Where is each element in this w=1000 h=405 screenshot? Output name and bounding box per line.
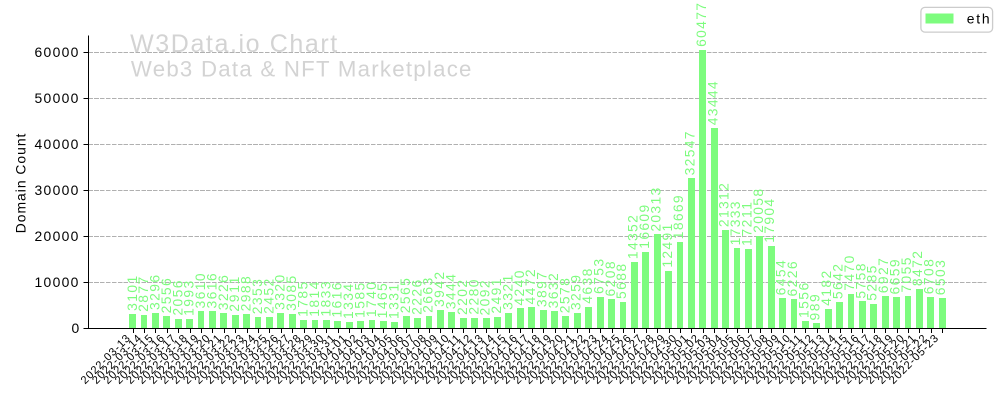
svg-text:2226: 2226 [408, 279, 424, 314]
svg-text:30000: 30000 [35, 182, 79, 198]
svg-text:1785: 1785 [295, 282, 311, 317]
svg-text:10000: 10000 [35, 274, 79, 290]
svg-text:17904: 17904 [761, 199, 777, 243]
svg-text:2353: 2353 [249, 279, 265, 314]
svg-text:2491: 2491 [488, 278, 504, 313]
svg-text:1616: 1616 [329, 282, 345, 317]
svg-text:2202: 2202 [454, 280, 470, 315]
svg-text:3101: 3101 [124, 275, 140, 310]
svg-text:6659: 6659 [886, 259, 902, 294]
svg-text:1556: 1556 [795, 283, 811, 318]
svg-text:1465: 1465 [374, 283, 390, 318]
svg-text:0: 0 [72, 320, 80, 336]
svg-text:Web3 Data & NFT Marketplace: Web3 Data & NFT Marketplace [131, 57, 472, 82]
svg-text:2988: 2988 [238, 276, 254, 311]
svg-text:2092: 2092 [477, 280, 493, 315]
svg-text:7470: 7470 [841, 255, 857, 290]
svg-text:8472: 8472 [909, 251, 925, 286]
svg-text:1814: 1814 [306, 281, 322, 316]
svg-text:5642: 5642 [830, 264, 846, 299]
svg-text:3259: 3259 [568, 275, 584, 310]
svg-text:3616: 3616 [203, 273, 219, 308]
svg-text:3610: 3610 [192, 273, 208, 308]
svg-text:32547: 32547 [682, 131, 698, 175]
svg-text:2556: 2556 [158, 278, 174, 313]
svg-text:6927: 6927 [875, 258, 891, 293]
svg-text:eth: eth [967, 10, 990, 26]
svg-text:5688: 5688 [613, 264, 629, 299]
svg-text:21312: 21312 [716, 183, 732, 227]
svg-text:3897: 3897 [534, 272, 550, 307]
svg-text:2578: 2578 [556, 278, 572, 313]
svg-text:989: 989 [807, 294, 823, 321]
svg-text:3226: 3226 [215, 275, 231, 310]
svg-text:2056: 2056 [169, 280, 185, 315]
svg-text:14352: 14352 [625, 215, 641, 259]
svg-text:2452: 2452 [260, 278, 276, 313]
svg-text:5758: 5758 [852, 263, 868, 298]
svg-text:1334: 1334 [340, 284, 356, 319]
svg-text:43444: 43444 [704, 81, 720, 125]
svg-text:2565: 2565 [397, 278, 413, 313]
svg-text:18669: 18669 [670, 195, 686, 239]
svg-text:5285: 5285 [864, 265, 880, 300]
svg-text:3321: 3321 [499, 274, 515, 309]
svg-text:3942: 3942 [431, 272, 447, 307]
svg-text:6226: 6226 [784, 261, 800, 296]
svg-text:2663: 2663 [420, 277, 436, 312]
svg-text:4472: 4472 [522, 269, 538, 304]
svg-text:20058: 20058 [750, 189, 766, 233]
svg-text:6454: 6454 [773, 260, 789, 295]
svg-text:3085: 3085 [283, 276, 299, 311]
svg-text:20313: 20313 [647, 187, 663, 231]
svg-text:20000: 20000 [35, 228, 79, 244]
svg-text:4182: 4182 [818, 270, 834, 305]
svg-text:1331: 1331 [386, 284, 402, 319]
svg-text:6708: 6708 [921, 259, 937, 294]
svg-text:17211: 17211 [738, 202, 754, 246]
svg-text:3296: 3296 [147, 275, 163, 310]
svg-text:Domain Count: Domain Count [12, 133, 28, 233]
svg-text:1740: 1740 [363, 282, 379, 317]
svg-text:6503: 6503 [932, 260, 948, 295]
svg-text:16609: 16609 [636, 205, 652, 249]
svg-text:1993: 1993 [181, 281, 197, 316]
svg-text:3444: 3444 [442, 274, 458, 309]
svg-text:4638: 4638 [579, 268, 595, 303]
svg-text:2877: 2877 [135, 276, 151, 311]
svg-text:12491: 12491 [659, 223, 675, 267]
svg-text:6208: 6208 [602, 261, 618, 296]
svg-text:6753: 6753 [590, 259, 606, 294]
svg-text:17333: 17333 [727, 201, 743, 245]
svg-text:3632: 3632 [545, 273, 561, 308]
svg-text:60477: 60477 [693, 3, 709, 47]
svg-text:4240: 4240 [511, 270, 527, 305]
svg-text:2280: 2280 [465, 279, 481, 314]
svg-text:1833: 1833 [317, 281, 333, 316]
svg-text:50000: 50000 [35, 90, 79, 106]
svg-text:7055: 7055 [898, 257, 914, 292]
svg-text:W3Data.io Chart: W3Data.io Chart [130, 30, 337, 58]
svg-text:1585: 1585 [351, 282, 367, 317]
svg-text:3320: 3320 [272, 274, 288, 309]
svg-text:40000: 40000 [35, 136, 79, 152]
svg-text:60000: 60000 [35, 44, 79, 60]
